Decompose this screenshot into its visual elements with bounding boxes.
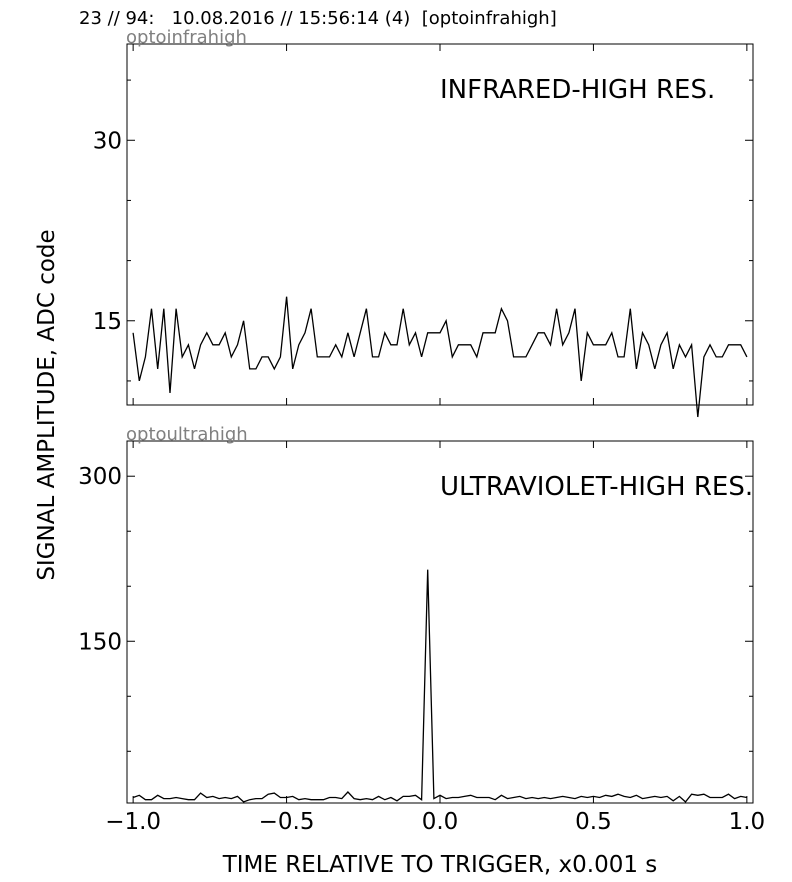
panel-title: ULTRAVIOLET-HIGH RES. xyxy=(440,472,753,502)
y-axis-label: SIGNAL AMPLITUDE, ADC code xyxy=(34,229,60,580)
y-tick-label: 300 xyxy=(78,464,122,490)
x-tick-label: −0.5 xyxy=(259,809,315,835)
y-tick-label: 30 xyxy=(93,128,122,154)
y-tick-label: 150 xyxy=(78,629,122,655)
x-tick-label: 0.0 xyxy=(422,809,459,835)
chart-panel-1: optoinfrahigh INFRARED-HIGH RES. 15 30 xyxy=(93,27,754,418)
channel-label: optoultrahigh xyxy=(126,424,248,445)
channel-label: optoinfrahigh xyxy=(126,27,247,48)
series-line xyxy=(132,569,748,803)
x-tick-label: 0.5 xyxy=(575,809,612,835)
x-axis-label: TIME RELATIVE TO TRIGGER, x0.001 s xyxy=(222,852,658,878)
y-tick-label: 15 xyxy=(93,309,122,335)
x-tick-label: 1.0 xyxy=(729,809,766,835)
x-tick-label: −1.0 xyxy=(105,809,161,835)
series-line xyxy=(132,296,748,418)
header-title: 23 // 94: 10.08.2016 // 15:56:14 (4) [op… xyxy=(79,8,557,29)
chart-panel-2: optoultrahigh ULTRAVIOLET-HIGH RES. −1.0 −0… xyxy=(78,424,765,835)
panel-title: INFRARED-HIGH RES. xyxy=(440,75,715,105)
